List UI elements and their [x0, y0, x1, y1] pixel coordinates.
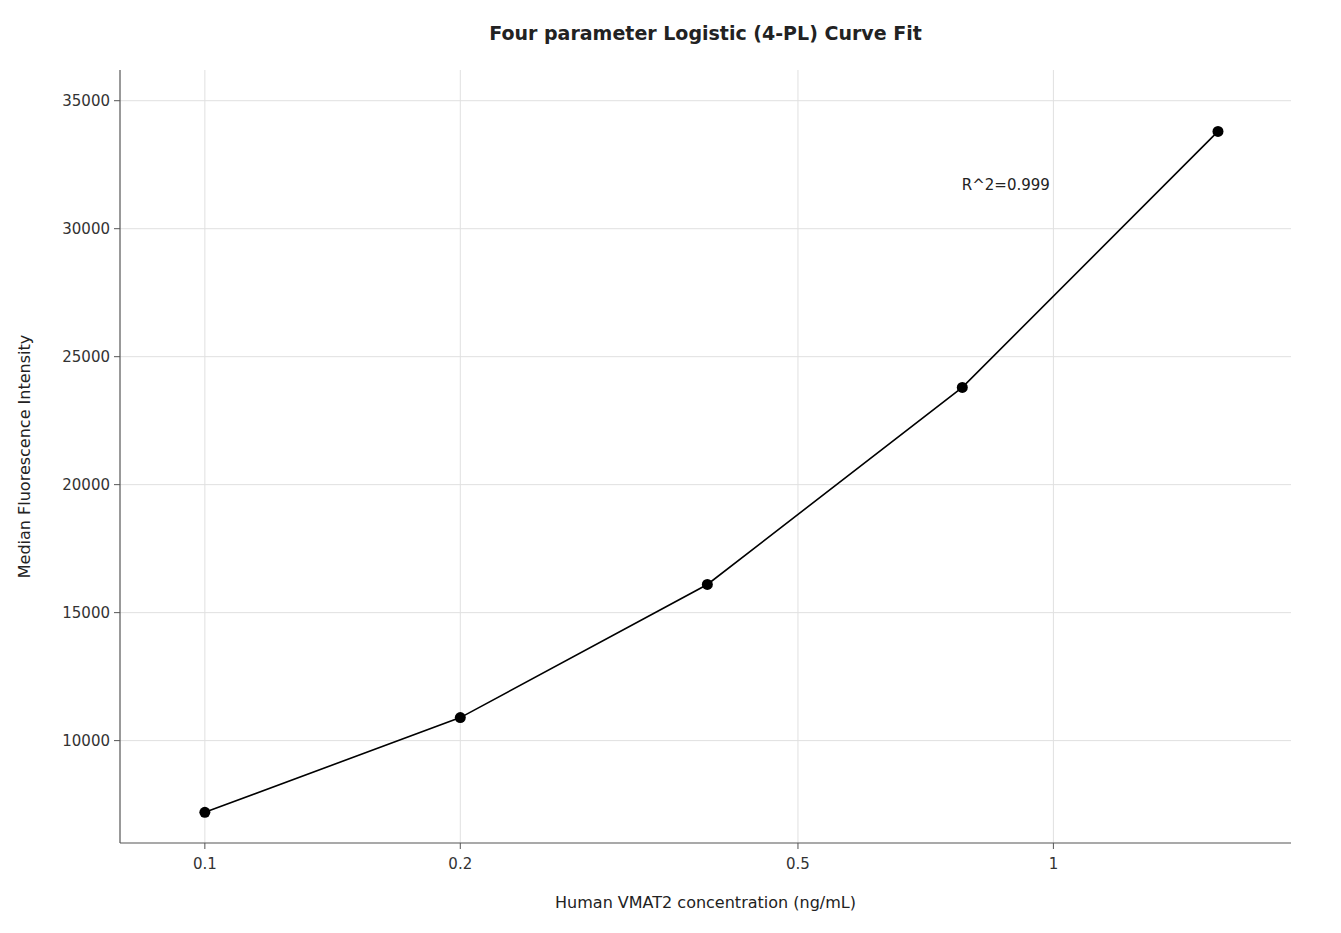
y-tick-label: 10000	[62, 732, 110, 750]
grid	[120, 70, 1291, 843]
data-group	[199, 126, 1223, 818]
x-tick	[204, 843, 205, 849]
grid-line-y	[120, 612, 1291, 613]
y-tick	[114, 356, 120, 357]
y-tick-label: 30000	[62, 220, 110, 238]
grid-line-y	[120, 228, 1291, 229]
grid-line-y	[120, 484, 1291, 485]
x-tick-label: 0.2	[448, 855, 472, 873]
grid-line-y	[120, 356, 1291, 357]
y-tick-label: 20000	[62, 476, 110, 494]
grid-line-x	[460, 70, 461, 843]
y-tick-label: 15000	[62, 604, 110, 622]
y-axis-label: Median Fluorescence Intensity	[15, 335, 34, 578]
y-tick	[114, 228, 120, 229]
x-tick	[460, 843, 461, 849]
chart-title: Four parameter Logistic (4-PL) Curve Fit	[489, 22, 922, 44]
data-point	[1212, 126, 1223, 137]
grid-line-x	[204, 70, 205, 843]
y-axis-line	[119, 70, 120, 843]
y-tick-label: 25000	[62, 348, 110, 366]
series-line	[205, 131, 1218, 812]
x-tick	[1053, 843, 1054, 849]
grid-line-x	[1053, 70, 1054, 843]
axes: 0.1 0.2 0.5 1 10000 15000 20000 25000 30000 35000	[62, 70, 1291, 873]
x-tick-label: 0.1	[193, 855, 217, 873]
data-point	[455, 712, 466, 723]
chart-container: 0.1 0.2 0.5 1 10000 15000 20000 25000 30000 35000…	[0, 0, 1341, 933]
x-tick-label: 1	[1049, 855, 1059, 873]
y-tick	[114, 612, 120, 613]
x-axis-line	[120, 842, 1291, 843]
grid-line-y	[120, 740, 1291, 741]
x-axis-label: Human VMAT2 concentration (ng/mL)	[555, 893, 856, 912]
background	[0, 0, 1341, 933]
y-tick	[114, 484, 120, 485]
annotation: R^2=0.999	[962, 176, 1050, 194]
data-point	[199, 807, 210, 818]
x-tick-label: 0.5	[786, 855, 810, 873]
x-tick	[797, 843, 798, 849]
grid-line-x	[797, 70, 798, 843]
chart-svg: 0.1 0.2 0.5 1 10000 15000 20000 25000 30000 35000…	[0, 0, 1341, 933]
y-tick-label: 35000	[62, 92, 110, 110]
y-tick	[114, 740, 120, 741]
y-tick	[114, 100, 120, 101]
data-point	[957, 382, 968, 393]
data-point	[702, 579, 713, 590]
grid-line-y	[120, 100, 1291, 101]
